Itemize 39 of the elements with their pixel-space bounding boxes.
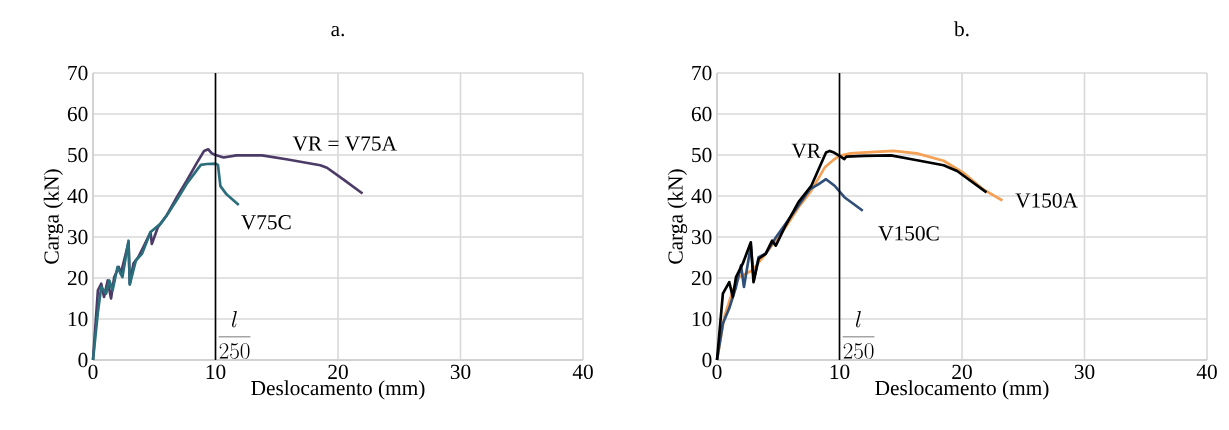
x-tick-label: 0 bbox=[88, 364, 98, 380]
x-tick-label: 40 bbox=[1196, 364, 1217, 380]
y-tick-label: 50 bbox=[68, 147, 88, 163]
y-tick-label: 60 bbox=[691, 106, 712, 122]
y-tick-label: 10 bbox=[68, 311, 88, 327]
x-tick-label: 30 bbox=[1074, 364, 1095, 380]
x-tick-label: 10 bbox=[206, 364, 226, 380]
y-tick-label: 0 bbox=[78, 352, 88, 368]
y-tick-label: 0 bbox=[702, 352, 712, 368]
y-tick-label: 20 bbox=[67, 270, 88, 286]
ref-line-label: $\frac{l}{250}$ bbox=[218, 311, 251, 359]
x-tick-label: 20 bbox=[952, 364, 972, 380]
y-tick-label: 50 bbox=[692, 147, 712, 163]
y-tick-label: 20 bbox=[691, 270, 712, 286]
y-tick-label: 30 bbox=[67, 229, 88, 245]
y-tick-label: 60 bbox=[67, 106, 88, 122]
y-axis-title: Carga (kN) bbox=[667, 169, 688, 264]
x-tick-label: 0 bbox=[712, 364, 722, 380]
y-tick-label: 30 bbox=[691, 229, 712, 245]
x-tick-label: 40 bbox=[572, 364, 593, 380]
series-label: VR bbox=[791, 143, 821, 159]
x-axis-title: Deslocamento (mm) bbox=[875, 380, 1049, 400]
y-tick-label: 70 bbox=[68, 65, 88, 81]
series-label: V150C bbox=[878, 226, 939, 241]
x-tick-label: 30 bbox=[450, 364, 471, 380]
y-tick-label: 40 bbox=[67, 188, 88, 204]
y-tick-label: 70 bbox=[692, 65, 712, 81]
chart-title: b. bbox=[954, 21, 969, 37]
chart-title: a. bbox=[331, 25, 345, 37]
x-tick-label: 20 bbox=[328, 364, 348, 380]
x-axis-title: Deslocamento (mm) bbox=[251, 380, 425, 400]
y-axis-title: Carga (kN) bbox=[43, 169, 64, 264]
ref-line-label: $\frac{l}{250}$ bbox=[842, 311, 875, 359]
y-tick-label: 40 bbox=[691, 188, 712, 204]
series-label: VR = V75A bbox=[292, 136, 397, 151]
x-tick-label: 10 bbox=[830, 364, 850, 380]
series-label: V150A bbox=[1015, 193, 1078, 208]
y-tick-label: 10 bbox=[692, 311, 712, 327]
series-label: V75C bbox=[241, 215, 291, 230]
